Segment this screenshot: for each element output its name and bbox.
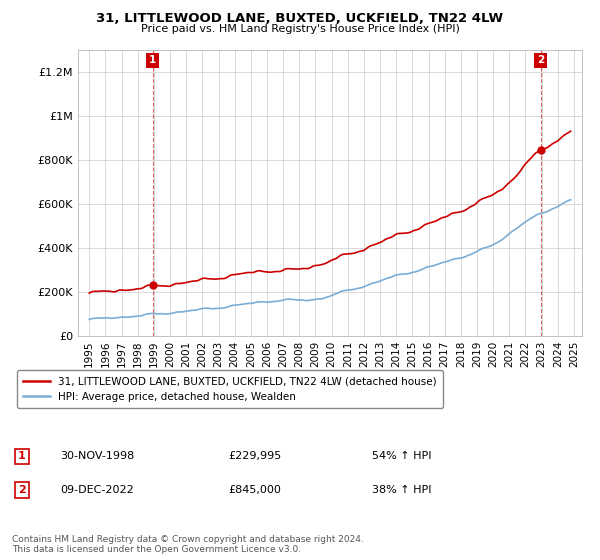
Text: Price paid vs. HM Land Registry's House Price Index (HPI): Price paid vs. HM Land Registry's House … bbox=[140, 24, 460, 34]
Text: 54% ↑ HPI: 54% ↑ HPI bbox=[372, 451, 431, 461]
Text: £845,000: £845,000 bbox=[228, 485, 281, 495]
Text: 31, LITTLEWOOD LANE, BUXTED, UCKFIELD, TN22 4LW: 31, LITTLEWOOD LANE, BUXTED, UCKFIELD, T… bbox=[97, 12, 503, 25]
Text: 09-DEC-2022: 09-DEC-2022 bbox=[60, 485, 134, 495]
Text: 30-NOV-1998: 30-NOV-1998 bbox=[60, 451, 134, 461]
Text: 38% ↑ HPI: 38% ↑ HPI bbox=[372, 485, 431, 495]
Text: 1: 1 bbox=[149, 55, 156, 66]
Text: 2: 2 bbox=[18, 485, 26, 495]
Text: 2: 2 bbox=[537, 55, 544, 66]
Legend: 31, LITTLEWOOD LANE, BUXTED, UCKFIELD, TN22 4LW (detached house), HPI: Average p: 31, LITTLEWOOD LANE, BUXTED, UCKFIELD, T… bbox=[17, 370, 443, 408]
Text: 1: 1 bbox=[18, 451, 26, 461]
Text: Contains HM Land Registry data © Crown copyright and database right 2024.
This d: Contains HM Land Registry data © Crown c… bbox=[12, 535, 364, 554]
Text: £229,995: £229,995 bbox=[228, 451, 281, 461]
